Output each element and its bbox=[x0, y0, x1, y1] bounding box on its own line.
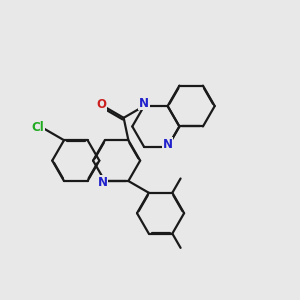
Text: O: O bbox=[96, 98, 106, 111]
Text: N: N bbox=[98, 176, 107, 189]
Text: N: N bbox=[139, 97, 149, 110]
Text: N: N bbox=[163, 137, 172, 151]
Text: Cl: Cl bbox=[32, 121, 44, 134]
